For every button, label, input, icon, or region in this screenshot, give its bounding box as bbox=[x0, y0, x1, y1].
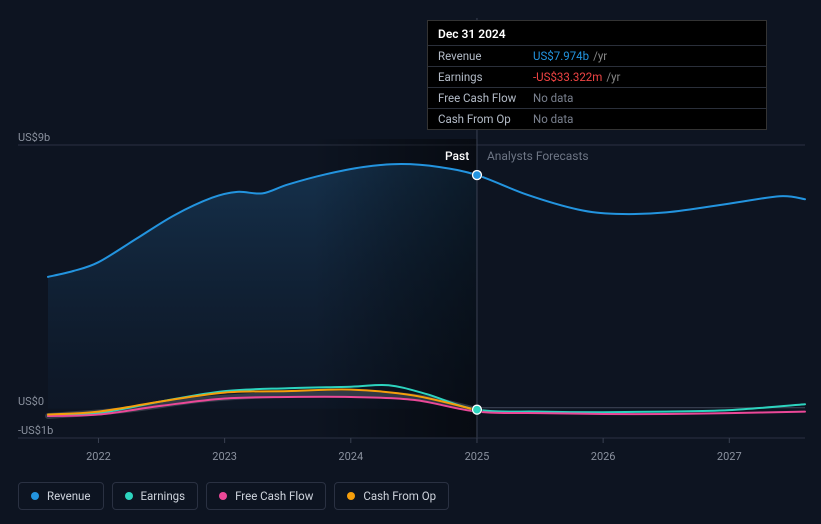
legend-item-cfo[interactable]: Cash From Op bbox=[334, 482, 449, 510]
legend-label: Earnings bbox=[141, 489, 186, 503]
y-axis-label: US$0 bbox=[18, 395, 44, 408]
y-axis-label: -US$1b bbox=[18, 424, 53, 437]
legend: Revenue Earnings Free Cash Flow Cash From O… bbox=[18, 482, 449, 510]
x-axis-label: 2026 bbox=[591, 450, 616, 463]
tooltip-row-suffix: /yr bbox=[593, 49, 607, 63]
y-axis-label: US$9b bbox=[18, 131, 50, 144]
tooltip-row-label: Cash From Op bbox=[438, 112, 533, 126]
legend-item-earnings[interactable]: Earnings bbox=[112, 482, 199, 510]
tooltip-row-value: -US$33.322m bbox=[533, 70, 602, 84]
tooltip-row: Earnings-US$33.322m/yr bbox=[428, 66, 766, 87]
legend-dot-icon bbox=[31, 492, 39, 500]
tooltip-title: Dec 31 2024 bbox=[428, 21, 766, 45]
x-axis-label: 2025 bbox=[465, 450, 490, 463]
tooltip-row-label: Revenue bbox=[438, 49, 533, 63]
legend-label: Cash From Op bbox=[363, 489, 436, 503]
tooltip-row-value: US$7.974b bbox=[533, 49, 589, 63]
tooltip-row: Cash From OpNo data bbox=[428, 108, 766, 129]
legend-item-revenue[interactable]: Revenue bbox=[18, 482, 104, 510]
tooltip-row-suffix: /yr bbox=[606, 70, 620, 84]
tooltip-row-label: Earnings bbox=[438, 70, 533, 84]
tooltip-row: Free Cash FlowNo data bbox=[428, 87, 766, 108]
tooltip-row-label: Free Cash Flow bbox=[438, 91, 533, 105]
x-axis-label: 2022 bbox=[86, 450, 111, 463]
legend-dot-icon bbox=[347, 492, 355, 500]
legend-dot-icon bbox=[125, 492, 133, 500]
legend-label: Revenue bbox=[47, 489, 91, 503]
x-axis-label: 2024 bbox=[338, 450, 363, 463]
tooltip-row-value: No data bbox=[533, 91, 573, 105]
x-axis-label: 2027 bbox=[717, 450, 742, 463]
tooltip-row: RevenueUS$7.974b/yr bbox=[428, 45, 766, 66]
legend-label: Free Cash Flow bbox=[235, 489, 313, 503]
legend-dot-icon bbox=[219, 492, 227, 500]
x-axis-label: 2023 bbox=[212, 450, 237, 463]
chart-tooltip: Dec 31 2024 RevenueUS$7.974b/yrEarnings-… bbox=[427, 20, 767, 130]
tooltip-row-value: No data bbox=[533, 112, 573, 126]
forecasts-label: Analysts Forecasts bbox=[487, 149, 589, 163]
financials-chart: Past Analysts Forecasts US$9bUS$0-US$1b … bbox=[0, 0, 821, 524]
past-label: Past bbox=[445, 149, 469, 163]
legend-item-fcf[interactable]: Free Cash Flow bbox=[206, 482, 326, 510]
